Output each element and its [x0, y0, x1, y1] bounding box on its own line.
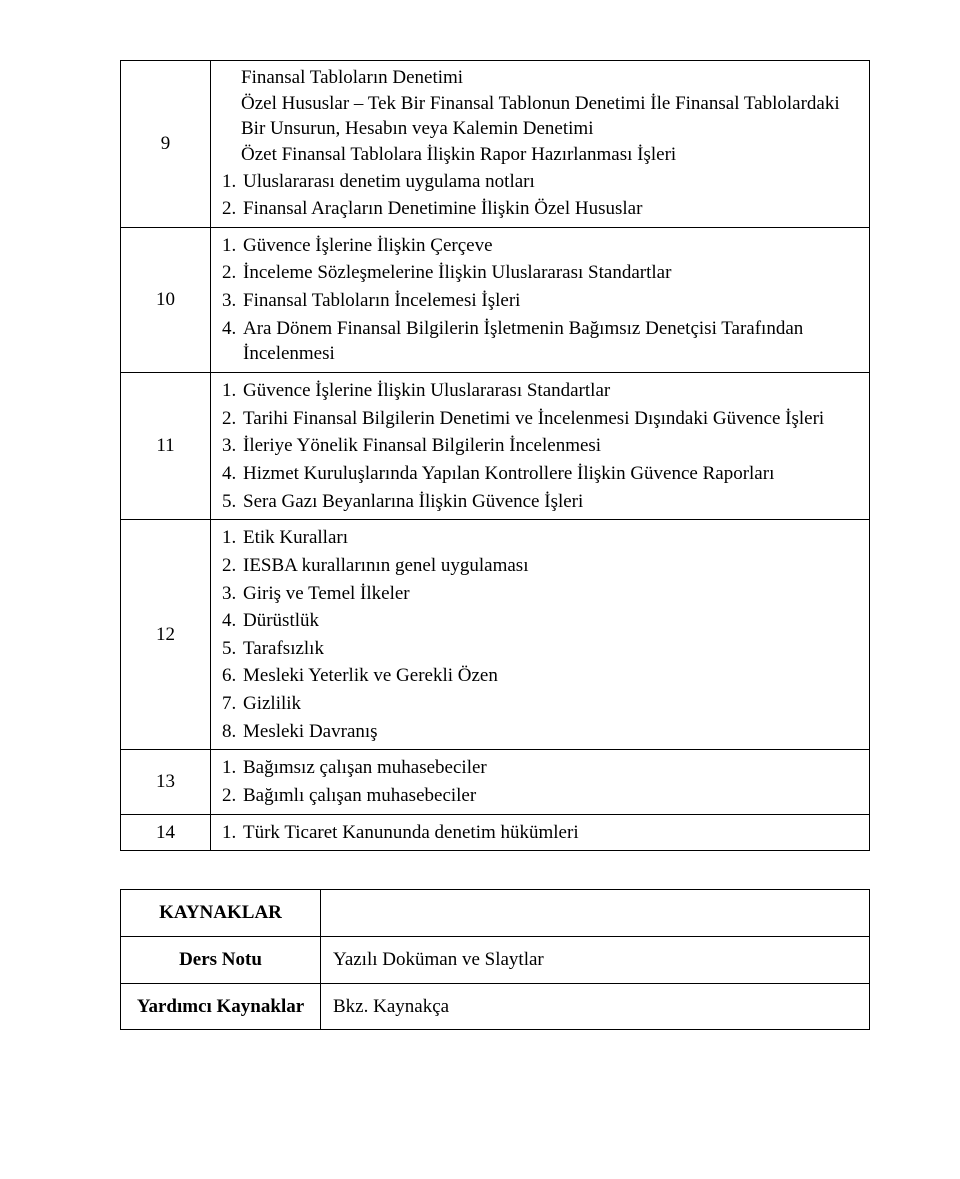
list-item: Giriş ve Temel İlkeler	[241, 580, 863, 608]
week-content: Finansal Tabloların DenetimiÖzel Hususla…	[211, 61, 870, 228]
yardimci-value: Bkz. Kaynakça	[321, 983, 870, 1030]
list-item: Güvence İşlerine İlişkin Uluslararası St…	[241, 377, 863, 405]
yardimci-label: Yardımcı Kaynaklar	[121, 983, 321, 1030]
week-number: 10	[121, 227, 211, 372]
week-number: 14	[121, 814, 211, 851]
week-number: 9	[121, 61, 211, 228]
extra-item: Finansal Tabloların Denetimi	[217, 65, 863, 91]
list-item: Tarafsızlık	[241, 635, 863, 663]
list-item: Gizlilik	[241, 690, 863, 718]
list-item: Hizmet Kuruluşlarında Yapılan Kontroller…	[241, 460, 863, 488]
week-content: Güvence İşlerine İlişkin Çerçeveİnceleme…	[211, 227, 870, 372]
week-content: Etik KurallarıIESBA kurallarının genel u…	[211, 520, 870, 750]
resources-header: KAYNAKLAR	[121, 890, 321, 937]
week-number: 12	[121, 520, 211, 750]
list-item: Finansal Tabloların İncelemesi İşleri	[241, 287, 863, 315]
week-content: Güvence İşlerine İlişkin Uluslararası St…	[211, 373, 870, 520]
ders-notu-label: Ders Notu	[121, 936, 321, 983]
week-number: 11	[121, 373, 211, 520]
list-item: Bağımsız çalışan muhasebeciler	[241, 754, 863, 782]
resources-header-empty	[321, 890, 870, 937]
week-content: Bağımsız çalışan muhasebecilerBağımlı ça…	[211, 750, 870, 814]
list-item: Uluslararası denetim uygulama notları	[241, 168, 863, 196]
list-item: Türk Ticaret Kanununda denetim hükümleri	[241, 819, 863, 847]
list-item: Finansal Araçların Denetimine İlişkin Öz…	[241, 195, 863, 223]
list-item: Dürüstlük	[241, 607, 863, 635]
extra-item: Özel Hususlar – Tek Bir Finansal Tablonu…	[217, 91, 863, 142]
list-item: Tarihi Finansal Bilgilerin Denetimi ve İ…	[241, 405, 863, 433]
week-number: 13	[121, 750, 211, 814]
list-item: Mesleki Davranış	[241, 718, 863, 746]
list-item: IESBA kurallarının genel uygulaması	[241, 552, 863, 580]
content-table: 9Finansal Tabloların DenetimiÖzel Hususl…	[120, 60, 870, 851]
extra-item: Özet Finansal Tablolara İlişkin Rapor Ha…	[217, 142, 863, 168]
list-item: Güvence İşlerine İlişkin Çerçeve	[241, 232, 863, 260]
week-content: Türk Ticaret Kanununda denetim hükümleri	[211, 814, 870, 851]
list-item: Etik Kuralları	[241, 524, 863, 552]
resources-table: KAYNAKLAR Ders Notu Yazılı Doküman ve Sl…	[120, 889, 870, 1030]
list-item: İleriye Yönelik Finansal Bilgilerin İnce…	[241, 432, 863, 460]
list-item: Sera Gazı Beyanlarına İlişkin Güvence İş…	[241, 488, 863, 516]
list-item: İnceleme Sözleşmelerine İlişkin Uluslara…	[241, 259, 863, 287]
list-item: Mesleki Yeterlik ve Gerekli Özen	[241, 662, 863, 690]
ders-notu-value: Yazılı Doküman ve Slaytlar	[321, 936, 870, 983]
list-item: Ara Dönem Finansal Bilgilerin İşletmenin…	[241, 315, 863, 368]
list-item: Bağımlı çalışan muhasebeciler	[241, 782, 863, 810]
